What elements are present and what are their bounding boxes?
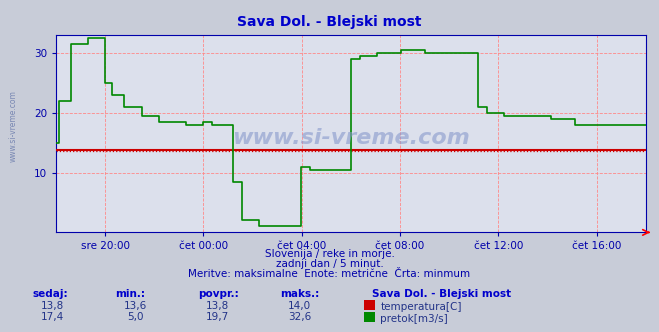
Text: Slovenija / reke in morje.: Slovenija / reke in morje. xyxy=(264,249,395,259)
Text: zadnji dan / 5 minut.: zadnji dan / 5 minut. xyxy=(275,259,384,269)
Text: Sava Dol. - Blejski most: Sava Dol. - Blejski most xyxy=(237,15,422,29)
Text: min.:: min.: xyxy=(115,289,146,299)
Text: Meritve: maksimalne  Enote: metrične  Črta: minmum: Meritve: maksimalne Enote: metrične Črta… xyxy=(188,269,471,279)
Text: 19,7: 19,7 xyxy=(206,312,229,322)
Text: pretok[m3/s]: pretok[m3/s] xyxy=(380,314,448,324)
Text: povpr.:: povpr.: xyxy=(198,289,239,299)
Text: 14,0: 14,0 xyxy=(288,301,312,311)
Text: 13,8: 13,8 xyxy=(41,301,65,311)
Text: 32,6: 32,6 xyxy=(288,312,312,322)
Text: maks.:: maks.: xyxy=(280,289,320,299)
Text: Sava Dol. - Blejski most: Sava Dol. - Blejski most xyxy=(372,289,511,299)
Text: www.si-vreme.com: www.si-vreme.com xyxy=(232,127,470,148)
Text: 13,8: 13,8 xyxy=(206,301,229,311)
Text: sedaj:: sedaj: xyxy=(33,289,69,299)
Text: 17,4: 17,4 xyxy=(41,312,65,322)
Text: 5,0: 5,0 xyxy=(127,312,144,322)
Text: 13,6: 13,6 xyxy=(123,301,147,311)
Text: www.si-vreme.com: www.si-vreme.com xyxy=(9,90,18,162)
Text: temperatura[C]: temperatura[C] xyxy=(380,302,462,312)
